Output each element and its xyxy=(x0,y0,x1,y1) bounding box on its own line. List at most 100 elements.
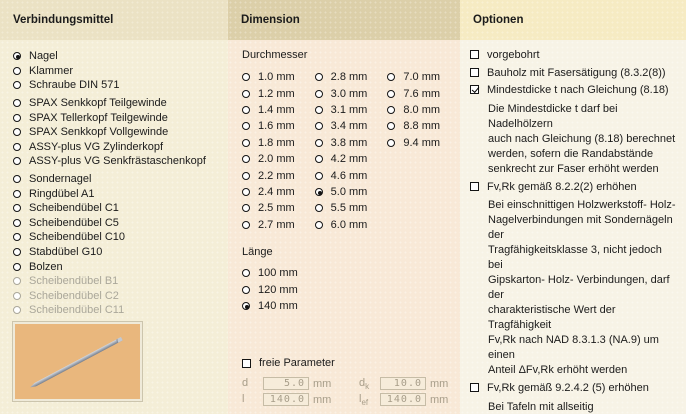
diameter-option[interactable]: 6.0 mm xyxy=(314,217,388,233)
radio-icon xyxy=(314,122,323,131)
option-checkbox-row[interactable]: vorgebohrt xyxy=(470,49,678,62)
length-option[interactable]: 140 mm xyxy=(242,298,460,315)
option-label: Bauholz mit Fasersätigung (8.3.2(8)) xyxy=(487,66,666,79)
diameter-option[interactable]: 3.0 mm xyxy=(314,85,388,101)
options-list: vorgebohrt Bauholz mit Fasersätigung (8.… xyxy=(470,49,678,414)
options-panel: Optionen vorgebohrt xyxy=(460,0,686,414)
radio-icon xyxy=(242,73,250,82)
fastener-option[interactable]: Scheibendübel B1 xyxy=(0,274,228,289)
fastener-option[interactable]: Klammer xyxy=(0,64,228,79)
diameter-option-label: 3.8 mm xyxy=(330,136,368,149)
diameter-option-label: 8.8 mm xyxy=(403,120,441,133)
checkbox-icon xyxy=(470,67,479,77)
fastener-option-label: Ringdübel A1 xyxy=(29,187,95,200)
fastener-option[interactable]: Scheibendübel C10 xyxy=(0,230,228,245)
parameter-input: 140.0 xyxy=(263,393,309,407)
diameter-option[interactable]: 8.8 mm xyxy=(387,118,460,134)
diameter-option-label: 4.6 mm xyxy=(330,169,368,182)
diameter-option[interactable]: 2.4 mm xyxy=(242,184,315,200)
length-option[interactable]: 120 mm xyxy=(242,282,460,299)
fastener-option[interactable]: Schraube DIN 571 xyxy=(0,78,228,93)
diameter-option[interactable]: 7.6 mm xyxy=(387,85,460,101)
option-checkbox-row[interactable]: Bauholz mit Fasersätigung (8.3.2(8)) xyxy=(470,67,678,80)
fastener-option-label: SPAX Tellerkopf Teilgewinde xyxy=(29,111,168,124)
radio-icon xyxy=(314,89,323,98)
option-checkbox-row[interactable]: Mindestdicke t nach Gleichung (8.18) xyxy=(470,84,678,97)
diameter-option[interactable]: 4.2 mm xyxy=(314,151,388,167)
fastener-option[interactable]: Stabdübel G10 xyxy=(0,245,228,260)
fastener-option[interactable]: SPAX Senkkopf Teilgewinde xyxy=(0,96,228,111)
option-label: Mindestdicke t nach Gleichung (8.18) xyxy=(487,84,669,96)
fastener-option-label: Schraube DIN 571 xyxy=(29,79,120,92)
diameter-option[interactable]: 4.6 mm xyxy=(314,167,388,183)
fastener-option[interactable]: SPAX Tellerkopf Teilgewinde xyxy=(0,110,228,125)
fastener-option[interactable]: Sondernagel xyxy=(0,172,228,187)
fastener-option[interactable]: Bolzen xyxy=(0,259,228,274)
diameter-option[interactable]: 1.2 mm xyxy=(242,85,315,101)
fastener-option[interactable]: Ringdübel A1 xyxy=(0,186,228,201)
fastener-option[interactable]: Nagel xyxy=(0,49,228,64)
radio-icon xyxy=(242,122,250,131)
diameter-option[interactable]: 1.4 mm xyxy=(242,102,315,118)
radio-icon xyxy=(314,155,323,164)
diameter-option[interactable]: 3.4 mm xyxy=(314,118,388,134)
diameter-option[interactable]: 9.4 mm xyxy=(387,135,460,151)
diameter-option[interactable]: 2.0 mm xyxy=(242,151,315,167)
checkbox-icon xyxy=(470,383,479,392)
radio-icon xyxy=(387,122,396,131)
parameter-unit: mm xyxy=(430,377,449,390)
fastener-option[interactable]: Scheibendübel C2 xyxy=(0,289,228,304)
diameter-column-2: 2.8 mm 3.0 mm 3.1 mm xyxy=(314,69,388,233)
options-panel-body: vorgebohrt Bauholz mit Fasersätigung (8.… xyxy=(460,40,686,414)
parameter-name: d xyxy=(242,376,249,389)
radio-icon xyxy=(242,204,250,213)
option-checkbox-row[interactable]: Fv,Rk gemäß 9.2.4.2 (5) erhöhen xyxy=(470,382,678,395)
dimension-panel: Dimension Durchmesser 1.0 mm 1.2 mm xyxy=(228,0,460,414)
fastener-option[interactable]: SPAX Senkkopf Vollgewinde xyxy=(0,125,228,140)
radio-icon xyxy=(242,285,250,294)
diameter-option[interactable]: 7.0 mm xyxy=(387,69,460,85)
diameter-option-label: 5.5 mm xyxy=(330,202,368,215)
diameter-option[interactable]: 8.0 mm xyxy=(387,102,460,118)
radio-icon xyxy=(13,277,21,286)
option-checkbox-row[interactable]: Fv,Rk gemäß 8.2.2(2) erhöhen xyxy=(470,181,678,194)
diameter-option[interactable]: 1.8 mm xyxy=(242,135,315,151)
diameter-option[interactable]: 3.1 mm xyxy=(314,102,388,118)
diameter-option-label: 3.0 mm xyxy=(330,87,368,100)
fastener-option[interactable]: Scheibendübel C11 xyxy=(0,303,228,318)
diameter-option[interactable]: 2.7 mm xyxy=(242,217,315,233)
dimension-panel-body: Durchmesser 1.0 mm 1.2 mm xyxy=(228,40,460,414)
diameter-option[interactable]: 1.6 mm xyxy=(242,118,315,134)
checkbox-icon xyxy=(470,181,479,191)
diameter-option[interactable]: 1.0 mm xyxy=(242,69,315,85)
radio-icon xyxy=(314,73,323,82)
free-parameters-checkbox[interactable]: freie Parameter xyxy=(242,356,460,371)
diameter-option[interactable]: 2.2 mm xyxy=(242,167,315,183)
diameter-option[interactable]: 5.5 mm xyxy=(314,200,388,216)
diameter-option-label: 1.2 mm xyxy=(258,87,295,100)
diameter-option-label: 2.7 mm xyxy=(258,218,295,231)
radio-icon xyxy=(13,262,21,271)
diameter-radio-grid: 1.0 mm 1.2 mm 1.4 mm xyxy=(242,69,460,233)
diameter-option[interactable]: 5.0 mm xyxy=(314,184,388,200)
length-option-label: 120 mm xyxy=(258,283,298,296)
fasteners-panel: Verbindungsmittel Nagel Klammer xyxy=(0,0,228,414)
radio-icon xyxy=(13,306,21,315)
fastener-option[interactable]: ASSY-plus VG Senkfrästaschenkopf xyxy=(0,154,228,169)
diameter-option[interactable]: 3.8 mm xyxy=(314,135,388,151)
diameter-option[interactable]: 2.5 mm xyxy=(242,200,315,216)
diameter-heading: Durchmesser xyxy=(242,49,308,61)
diameter-option-label: 3.1 mm xyxy=(330,103,368,116)
radio-icon xyxy=(242,220,250,229)
fastener-option[interactable]: Scheibendübel C1 xyxy=(0,201,228,216)
fastener-option[interactable]: ASSY-plus VG Zylinderkopf xyxy=(0,140,228,155)
free-parameters-label: freie Parameter xyxy=(259,357,335,370)
radio-icon xyxy=(387,105,396,114)
fastener-option-label: Scheibendübel C10 xyxy=(29,231,126,244)
length-option[interactable]: 100 mm xyxy=(242,265,460,282)
diameter-option-label: 6.0 mm xyxy=(330,218,368,231)
fastener-option[interactable]: Scheibendübel C5 xyxy=(0,216,228,231)
radio-icon xyxy=(13,248,21,257)
diameter-option[interactable]: 2.8 mm xyxy=(314,69,388,85)
